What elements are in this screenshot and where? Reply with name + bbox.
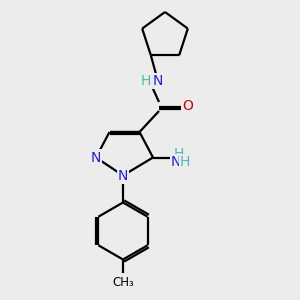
Text: H: H <box>180 155 190 169</box>
Text: H: H <box>173 147 184 161</box>
Text: N: N <box>153 74 164 88</box>
Text: O: O <box>182 100 193 113</box>
Text: H: H <box>141 74 152 88</box>
Text: N: N <box>170 155 181 169</box>
Text: N: N <box>91 151 101 164</box>
Text: CH₃: CH₃ <box>112 276 134 289</box>
Text: N: N <box>118 169 128 182</box>
